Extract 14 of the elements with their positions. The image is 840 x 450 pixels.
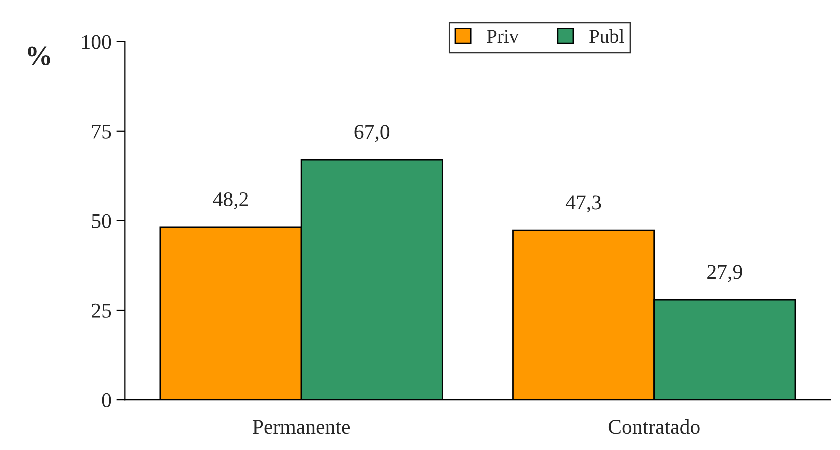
y-tick-label: 50 [92,214,112,228]
legend-label: Publ [590,29,624,44]
data-label: 67,0 [354,125,390,142]
legend-label: Priv [487,30,520,44]
data-label: 27,9 [708,265,742,282]
x-tick-label: Permanente [252,420,350,434]
x-tick-label: Contratado [608,419,700,434]
data-label: 47,3 [566,196,602,213]
data-label: 48,2 [213,192,248,210]
y-axis-title: % [28,46,50,66]
y-tick-label: 75 [92,124,112,139]
y-tick-label: 0 [102,393,112,408]
y-tick-label: 25 [92,304,112,318]
y-tick-label: 100 [82,35,112,50]
